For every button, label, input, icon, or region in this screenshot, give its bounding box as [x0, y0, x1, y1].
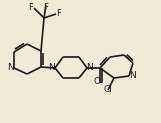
Text: N: N — [87, 63, 93, 72]
Text: F: F — [57, 9, 62, 18]
Text: F: F — [44, 3, 48, 13]
Text: N: N — [8, 63, 14, 72]
Text: N: N — [49, 63, 55, 72]
Text: Cl: Cl — [104, 85, 112, 93]
Text: O: O — [94, 77, 100, 86]
Text: N: N — [130, 71, 136, 80]
Text: F: F — [28, 3, 33, 13]
